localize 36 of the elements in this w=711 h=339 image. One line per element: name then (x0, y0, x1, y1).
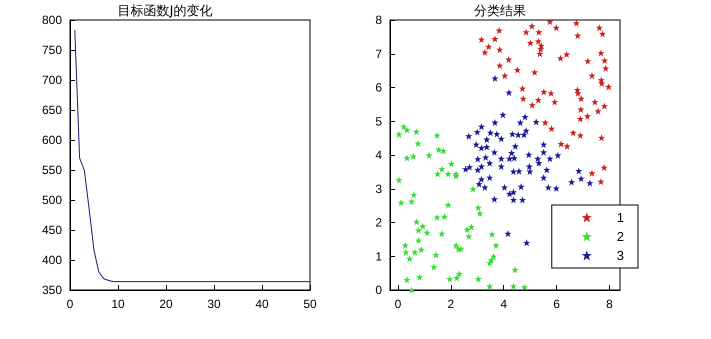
y-tick-label: 0 (375, 283, 382, 297)
legend-label: 2 (616, 229, 624, 244)
chart-title: 分类结果 (474, 4, 526, 19)
line-series (74, 30, 310, 282)
y-tick-label: 400 (42, 253, 62, 267)
x-tick-label: 50 (303, 297, 317, 311)
y-tick-label: 600 (42, 133, 62, 147)
x-tick-label: 4 (500, 297, 508, 311)
x-tick-label: 0 (66, 297, 74, 311)
y-tick-label: 450 (42, 223, 62, 237)
x-tick-label: 30 (207, 297, 221, 311)
x-tick-label: 8 (606, 297, 614, 311)
y-tick-label: 1 (375, 249, 382, 264)
y-tick-label: 5 (375, 114, 382, 128)
legend-label: 1 (616, 210, 624, 225)
y-tick-label: 750 (42, 43, 62, 57)
y-tick-label: 350 (42, 283, 62, 297)
x-tick-label: 6 (553, 297, 560, 311)
legend-label: 3 (616, 248, 624, 263)
y-tick-label: 650 (42, 103, 62, 117)
y-tick-label: 3 (375, 182, 382, 196)
y-tick-label: 7 (375, 46, 382, 61)
x-tick-label: 10 (111, 297, 125, 311)
x-tick-label: 20 (159, 297, 173, 311)
y-tick-label: 2 (375, 216, 382, 230)
x-tick-label: 0 (394, 297, 402, 311)
x-tick-label: 2 (447, 297, 454, 311)
y-tick-label: 4 (375, 148, 382, 162)
y-tick-label: 500 (42, 193, 62, 207)
y-tick-label: 8 (375, 13, 382, 27)
y-tick-label: 550 (42, 163, 62, 177)
y-tick-label: 800 (42, 13, 62, 27)
x-tick-label: 40 (255, 297, 269, 311)
chart-title: 目标函数J的变化 (118, 4, 212, 19)
y-tick-label: 6 (375, 80, 382, 94)
y-tick-label: 700 (42, 73, 62, 87)
